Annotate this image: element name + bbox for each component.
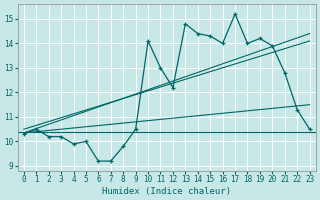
X-axis label: Humidex (Indice chaleur): Humidex (Indice chaleur) [102,187,231,196]
